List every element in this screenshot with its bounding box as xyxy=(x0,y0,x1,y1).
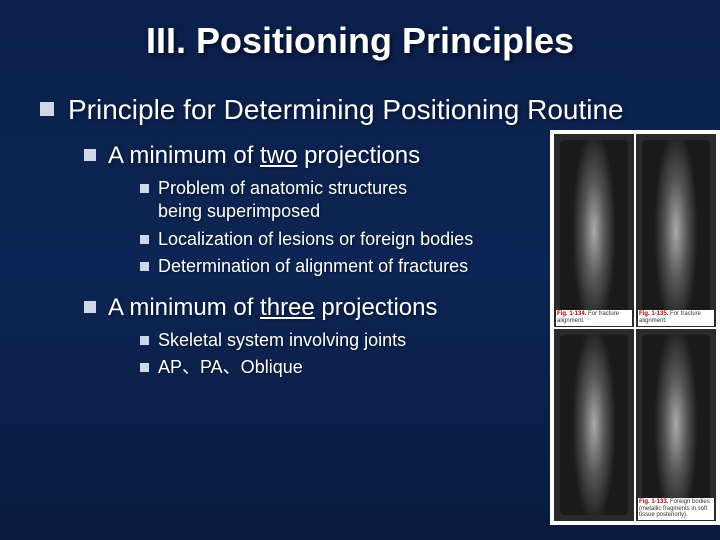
bullet-l3b2-text: AP、PA、Oblique xyxy=(158,356,303,379)
l2a-prefix: A minimum of xyxy=(108,142,260,169)
bullet-l1-text: Principle for Determining Positioning Ro… xyxy=(68,92,624,127)
bullet-square-icon xyxy=(140,235,149,244)
bullet-square-icon xyxy=(84,301,96,313)
bullet-l3a2-text: Localization of lesions or foreign bodie… xyxy=(158,228,473,251)
slide-content: III. Positioning Principles Principle fo… xyxy=(0,0,720,399)
bullet-level2-three: A minimum of three projections xyxy=(84,293,680,323)
bullet-level3-skeletal: Skeletal system involving joints xyxy=(140,329,680,352)
bullet-l3a3-text: Determination of alignment of fractures xyxy=(158,255,468,278)
fig-label: Fig. 1-133. xyxy=(639,499,668,505)
bullet-level2-two: A minimum of two projections xyxy=(84,141,680,171)
bullet-level1: Principle for Determining Positioning Ro… xyxy=(40,92,680,127)
l2b-prefix: A minimum of xyxy=(108,294,260,321)
l2a-underlined: two xyxy=(260,142,297,169)
bullet-level3-problem: Problem of anatomic structures being sup… xyxy=(140,177,680,224)
bullet-square-icon xyxy=(40,102,54,116)
bullet-square-icon xyxy=(140,262,149,271)
bullet-level3-determination: Determination of alignment of fractures xyxy=(140,255,680,278)
l2a-suffix: projections xyxy=(297,142,420,169)
bullet-l3b1-text: Skeletal system involving joints xyxy=(158,329,406,352)
bullet-square-icon xyxy=(140,363,149,372)
slide-title: III. Positioning Principles xyxy=(40,20,680,62)
l3a1-line1: Problem of anatomic structures xyxy=(158,178,407,198)
l2b-suffix: projections xyxy=(315,294,438,321)
bullet-l3a1-text: Problem of anatomic structures being sup… xyxy=(158,177,407,224)
bullet-square-icon xyxy=(140,336,149,345)
bullet-square-icon xyxy=(84,149,96,161)
bullet-level3-localization: Localization of lesions or foreign bodie… xyxy=(140,228,680,251)
bullet-square-icon xyxy=(140,184,149,193)
fig-caption-bottom: Fig. 1-133. Foreign bodies (metallic fra… xyxy=(638,498,714,520)
bullet-level3-appa: AP、PA、Oblique xyxy=(140,356,680,379)
bullet-l2b-text: A minimum of three projections xyxy=(108,293,437,323)
bullet-l2a-text: A minimum of two projections xyxy=(108,141,420,171)
l3a1-line2: being superimposed xyxy=(158,201,320,221)
l2b-underlined: three xyxy=(260,294,315,321)
